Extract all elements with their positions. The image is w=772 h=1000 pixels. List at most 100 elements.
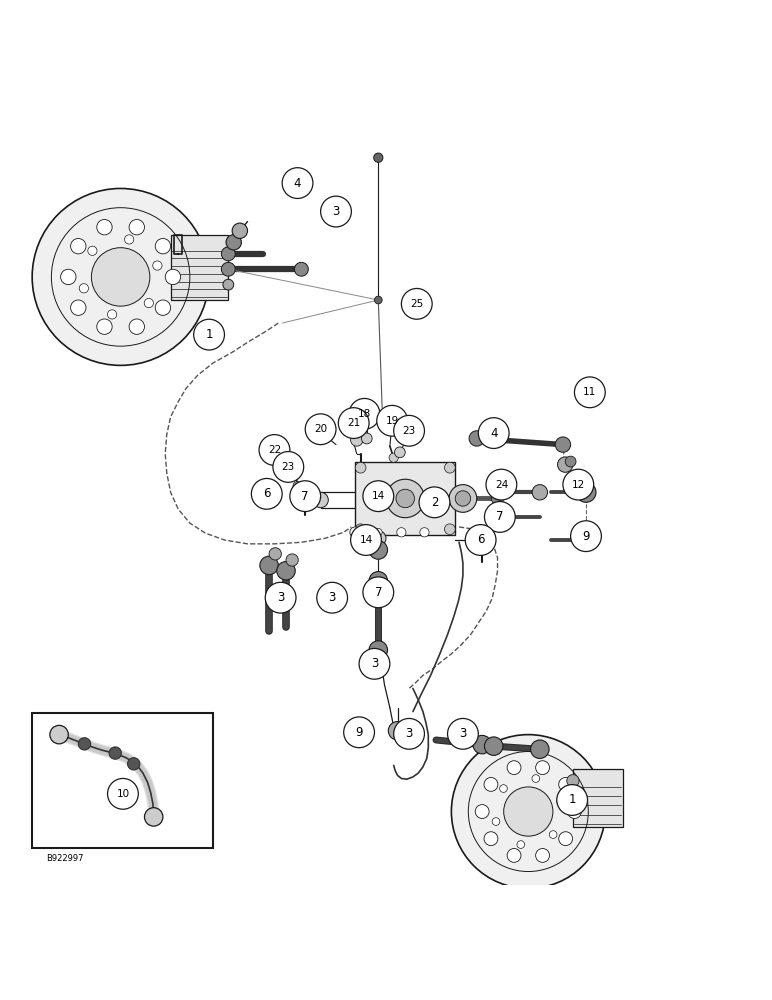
Circle shape [144,808,163,826]
Circle shape [401,288,432,319]
Circle shape [277,562,295,580]
Circle shape [567,800,579,812]
Circle shape [80,284,89,293]
Circle shape [252,478,282,509]
Circle shape [476,805,489,818]
Circle shape [486,469,516,500]
Circle shape [129,319,144,334]
Circle shape [565,456,576,467]
Circle shape [287,467,300,479]
Circle shape [503,787,553,836]
Bar [355,462,455,535]
Text: 23: 23 [402,426,415,436]
Circle shape [274,450,286,462]
Circle shape [557,457,573,472]
Text: 14: 14 [371,491,385,501]
Circle shape [294,262,308,276]
Circle shape [530,740,549,758]
Circle shape [359,648,390,679]
Circle shape [536,761,550,775]
Circle shape [369,641,388,659]
Circle shape [266,582,296,613]
Circle shape [293,482,302,491]
Circle shape [223,248,234,259]
Circle shape [361,433,372,444]
Circle shape [350,525,381,555]
Circle shape [350,527,361,538]
Circle shape [397,528,406,537]
Text: 3: 3 [371,657,378,670]
Text: 4: 4 [490,427,497,440]
Text: 24: 24 [495,480,508,490]
Circle shape [420,528,429,537]
Circle shape [576,530,596,550]
Circle shape [144,298,154,308]
Circle shape [377,405,408,436]
Circle shape [567,788,579,800]
Circle shape [493,485,507,500]
Text: 18: 18 [358,409,371,419]
Circle shape [507,849,521,862]
Circle shape [448,718,479,749]
Circle shape [155,238,171,254]
Circle shape [394,415,425,446]
Circle shape [317,582,347,613]
Circle shape [563,469,594,500]
Circle shape [536,849,550,862]
Text: 9: 9 [355,726,363,739]
Circle shape [320,196,351,227]
Circle shape [493,510,506,524]
Circle shape [194,319,225,350]
Circle shape [127,758,140,770]
Text: 1: 1 [205,328,213,341]
Circle shape [259,435,290,465]
Text: 4: 4 [294,177,301,190]
Text: 14: 14 [360,535,373,545]
Text: B922997: B922997 [46,854,83,863]
Circle shape [96,219,112,235]
Circle shape [485,502,515,532]
Circle shape [32,188,209,365]
Circle shape [507,761,521,775]
Text: 21: 21 [347,418,361,428]
Circle shape [559,832,573,846]
Circle shape [286,554,298,566]
Circle shape [232,223,248,238]
Circle shape [153,261,162,270]
Circle shape [369,572,388,590]
Circle shape [492,492,503,505]
Circle shape [91,248,150,306]
Circle shape [165,269,181,285]
Circle shape [350,434,363,446]
Circle shape [386,479,425,518]
Circle shape [374,528,382,536]
Text: 6: 6 [477,533,484,546]
Text: 10: 10 [117,789,130,799]
Circle shape [223,264,234,275]
Circle shape [305,414,336,445]
Text: 7: 7 [374,586,382,599]
Circle shape [371,485,386,500]
Circle shape [394,718,425,749]
Circle shape [550,831,557,838]
Text: 3: 3 [277,591,284,604]
Text: 25: 25 [410,299,423,309]
Text: 3: 3 [405,727,413,740]
Circle shape [363,577,394,608]
Circle shape [61,269,76,285]
Circle shape [559,777,573,791]
Circle shape [574,377,605,408]
Circle shape [445,524,455,535]
Circle shape [371,531,386,546]
Text: 7: 7 [302,490,309,503]
Text: 23: 23 [282,462,295,472]
Circle shape [571,521,601,552]
Circle shape [355,462,366,473]
Circle shape [273,452,303,482]
Text: 1: 1 [568,793,576,806]
Circle shape [567,805,581,818]
Text: 11: 11 [583,387,597,397]
Text: 2: 2 [431,496,438,509]
Circle shape [473,531,492,549]
Text: 12: 12 [572,480,585,490]
